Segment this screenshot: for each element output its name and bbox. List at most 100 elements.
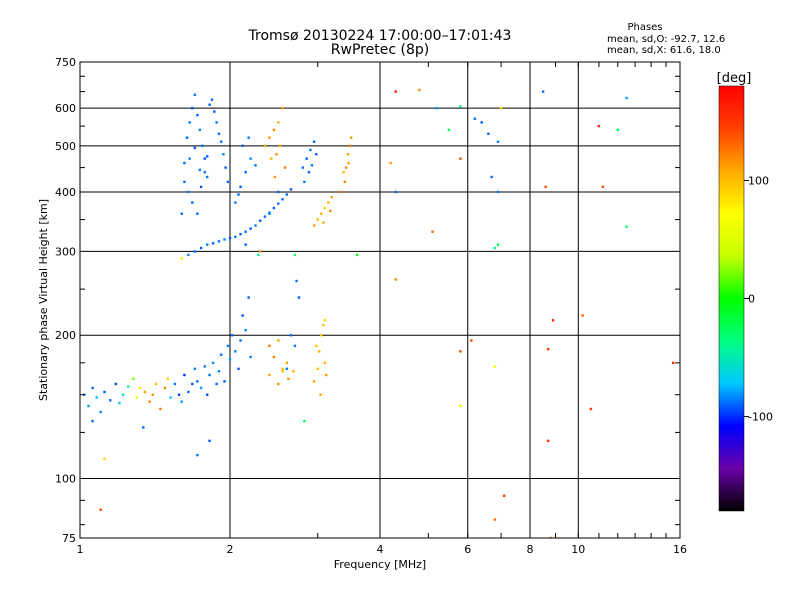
data-point: [342, 171, 345, 174]
data-point: [327, 201, 330, 204]
data-point: [323, 206, 327, 210]
data-point: [208, 373, 211, 377]
data-point: [138, 386, 142, 390]
data-point: [219, 140, 223, 143]
data-point: [303, 419, 306, 423]
data-point: [493, 518, 497, 521]
data-point: [244, 243, 247, 246]
data-point: [193, 250, 197, 253]
x-tick-label: 8: [527, 543, 534, 556]
data-point: [180, 257, 183, 260]
data-point: [283, 166, 287, 169]
data-point: [103, 457, 106, 461]
data-point: [459, 350, 462, 353]
data-point: [151, 393, 155, 396]
data-point: [268, 136, 271, 139]
data-point: [312, 380, 316, 383]
x-tick-label: 10: [571, 543, 585, 556]
data-point: [273, 175, 276, 179]
x-tick-label: 6: [464, 543, 471, 556]
data-point: [277, 339, 280, 342]
data-point: [217, 370, 221, 373]
data-point: [301, 166, 305, 169]
data-point: [305, 157, 308, 160]
data-point: [163, 386, 167, 390]
data-point: [589, 407, 593, 411]
data-point: [187, 253, 190, 257]
y-tick-label: 500: [55, 140, 76, 153]
data-point: [316, 218, 319, 221]
data-point: [201, 144, 204, 148]
data-point: [268, 344, 271, 348]
data-point: [135, 396, 138, 399]
colorbar-gradient: [718, 85, 745, 512]
data-point: [315, 344, 318, 348]
data-point: [234, 235, 237, 238]
data-point: [263, 215, 267, 218]
data-point: [187, 190, 190, 194]
data-point: [193, 93, 197, 96]
data-point: [173, 382, 177, 386]
data-point: [169, 396, 172, 399]
data-point: [211, 242, 215, 245]
x-tick-label: 2: [227, 543, 234, 556]
y-tick-label: 75: [62, 532, 76, 545]
data-point: [625, 225, 628, 228]
data-point: [272, 355, 276, 359]
data-point: [272, 206, 276, 210]
data-point: [329, 209, 332, 213]
data-point: [320, 212, 323, 215]
data-point: [496, 190, 500, 194]
data-point: [226, 344, 230, 348]
data-point: [223, 380, 226, 383]
data-point: [272, 128, 276, 132]
data-point: [289, 334, 293, 337]
grid-lines: [80, 62, 680, 538]
data-point: [222, 153, 225, 156]
data-point: [312, 140, 316, 143]
colorbar: [deg] 100 0 -100: [717, 71, 773, 512]
data-point: [191, 201, 194, 204]
data-point: [159, 407, 162, 411]
colorbar-label: [deg]: [717, 71, 752, 86]
data-point: [496, 140, 500, 143]
x-tick-label: 16: [673, 543, 687, 556]
data-point: [183, 180, 186, 184]
data-point: [142, 426, 145, 429]
data-point: [254, 224, 257, 227]
data-point: [249, 157, 252, 160]
data-point: [541, 90, 545, 93]
data-point: [544, 185, 547, 189]
data-point: [223, 238, 226, 241]
data-point: [187, 390, 190, 394]
colorbar-ticks: 100 0 -100: [744, 174, 773, 424]
data-point: [277, 382, 280, 386]
x-axis-label: Frequency [MHz]: [334, 558, 426, 571]
data-point: [487, 132, 490, 135]
data-point: [234, 201, 237, 204]
data-point: [316, 367, 319, 371]
data-point: [249, 227, 252, 230]
data-point: [247, 296, 250, 299]
data-point: [237, 193, 240, 196]
data-point: [215, 382, 218, 386]
data-point: [277, 190, 280, 194]
data-point: [127, 385, 130, 388]
data-point: [551, 319, 555, 322]
colorbar-tick-label: -100: [748, 411, 773, 424]
data-point: [196, 212, 199, 215]
data-point: [191, 382, 194, 386]
data-point: [546, 347, 550, 351]
data-point: [549, 536, 552, 538]
y-tick-label: 300: [55, 245, 76, 258]
data-point: [277, 202, 280, 205]
data-point: [490, 175, 493, 179]
x-tick-labels: 1 2 4 6 8 10 16: [77, 543, 688, 556]
stats-x-mode: mean, sd,X: 61.6, 18.0: [607, 45, 721, 56]
data-point: [205, 175, 209, 179]
data-point: [317, 350, 321, 353]
data-point: [91, 386, 94, 390]
data-point: [480, 121, 483, 124]
data-point: [344, 166, 348, 169]
